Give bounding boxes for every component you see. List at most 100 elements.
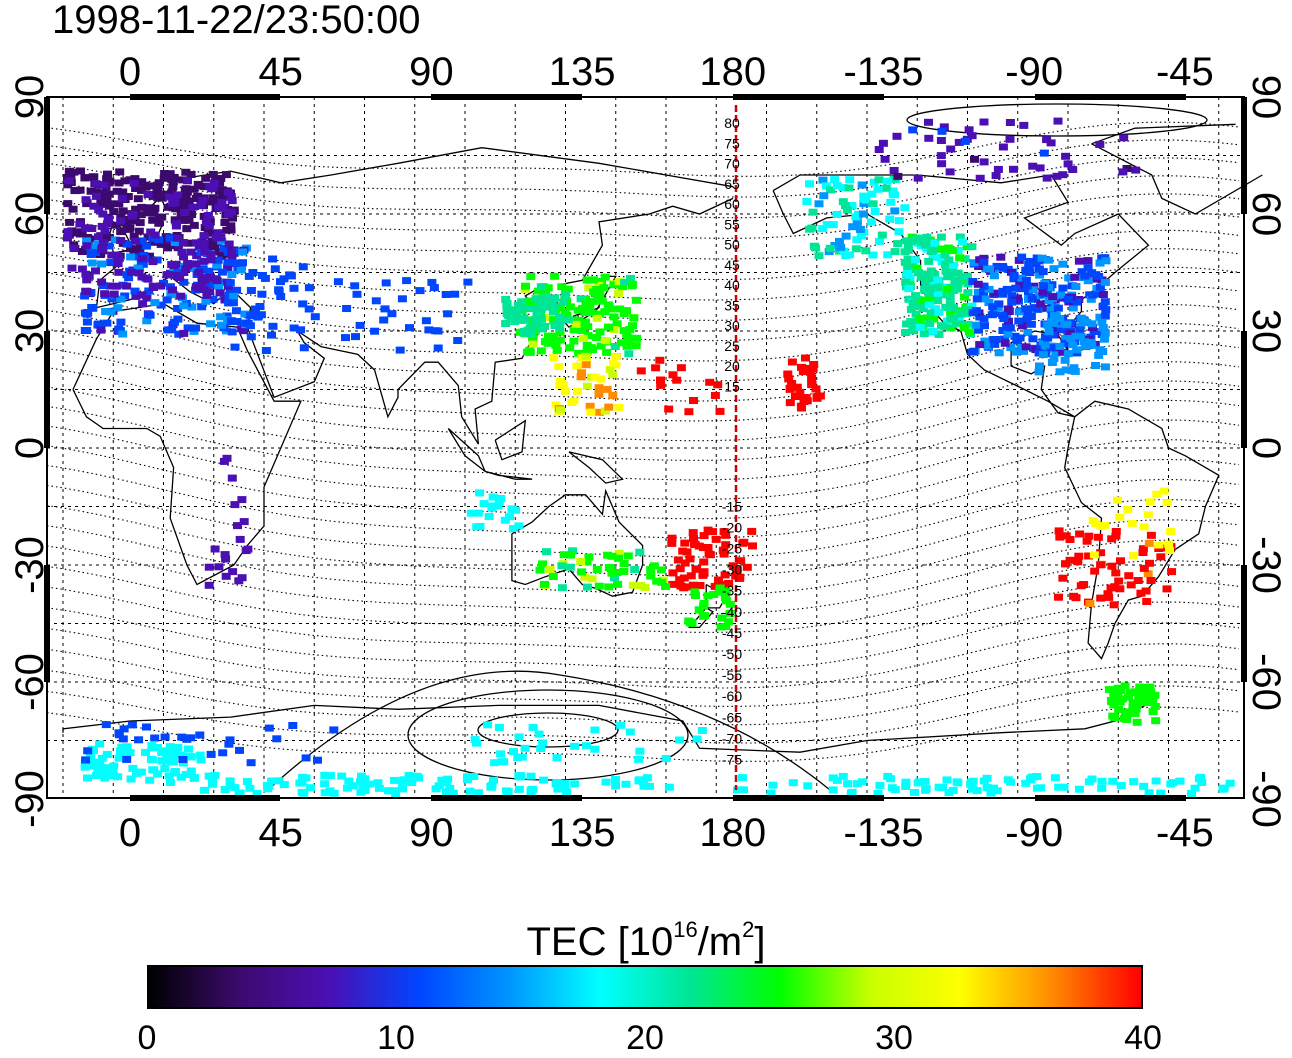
tec-pixel: [936, 233, 946, 241]
tec-pixel: [922, 314, 932, 322]
tec-pixel: [703, 544, 713, 551]
tec-pixel: [179, 216, 189, 224]
frame-bar: [44, 97, 50, 214]
tec-pixel: [469, 773, 479, 780]
tec-pixel: [107, 251, 117, 259]
tec-pixel: [985, 265, 995, 273]
tec-pixel: [685, 555, 695, 563]
lon-tick-top: -45: [1156, 50, 1214, 94]
tec-pixel: [1096, 549, 1106, 557]
tec-pixel: [844, 184, 854, 192]
lat-tick-right: -30: [1244, 536, 1288, 594]
tec-pixel: [705, 551, 715, 559]
dateline-label: 20: [724, 358, 740, 374]
tec-pixel: [913, 779, 923, 787]
tec-pixel: [538, 298, 548, 306]
coastline: [1064, 400, 1220, 660]
tec-pixel: [880, 155, 890, 163]
tec-pixel: [639, 782, 649, 790]
tec-pixel: [188, 203, 198, 211]
tec-pixel: [903, 269, 913, 277]
tec-pixel: [661, 755, 671, 763]
tec-pixel: [116, 318, 126, 326]
tec-pixel: [656, 381, 666, 389]
mag-contour: [46, 304, 1240, 382]
tec-pixel: [1022, 282, 1032, 290]
tec-pixel: [224, 299, 234, 307]
tec-pixel: [569, 326, 579, 334]
tec-pixel: [874, 146, 884, 153]
dateline-label: 65: [724, 176, 740, 192]
tec-pixel: [1038, 288, 1048, 296]
tec-pixel: [912, 264, 922, 272]
colorbar-title: TEC [1016/m2]: [526, 917, 766, 964]
lon-tick-top: 135: [549, 50, 616, 94]
tec-pixel: [1159, 487, 1169, 495]
tec-pixel: [224, 294, 234, 302]
tec-pixel: [980, 337, 990, 345]
tec-pixel: [448, 789, 458, 797]
tec-pixel: [238, 259, 247, 267]
tec-pixel: [160, 764, 170, 772]
tec-pixel: [1087, 269, 1097, 277]
tec-pixel: [206, 320, 216, 328]
tec-pixel: [1119, 715, 1129, 723]
tec-pixel: [680, 559, 690, 567]
tec-pixel: [76, 167, 85, 175]
tec-pixel: [568, 547, 577, 555]
tec-pixel: [1114, 706, 1124, 713]
tec-pixel: [1127, 520, 1137, 527]
tec-pixel: [1004, 308, 1014, 315]
tec-pixel: [795, 388, 805, 396]
pole-oval: [477, 712, 619, 748]
tec-pixel: [463, 278, 473, 286]
tec-pixel: [513, 306, 523, 314]
tec-pixel: [520, 744, 530, 752]
tec-pixel: [1119, 134, 1129, 142]
tec-pixel: [224, 240, 234, 248]
tec-pixel: [925, 320, 935, 328]
tec-pixel: [1082, 537, 1092, 545]
tec-pixel: [365, 780, 375, 788]
tec-pixel: [1044, 328, 1054, 336]
tec-pixel: [594, 408, 604, 416]
tec-pixel: [216, 174, 226, 182]
tec-pixel: [1052, 172, 1062, 180]
tec-pixel: [517, 298, 527, 306]
tec-pixel: [861, 247, 871, 255]
tec-pixel: [201, 218, 211, 226]
tec-pixel: [313, 756, 322, 764]
tec-pixel: [399, 776, 409, 784]
tec-pixel: [609, 313, 619, 321]
mag-contour: [46, 439, 1240, 520]
tec-pixel: [942, 776, 952, 784]
tec-pixel: [604, 583, 614, 591]
tec-pixel: [189, 185, 199, 193]
tec-pixel: [267, 777, 277, 785]
tec-pixel: [1044, 256, 1054, 264]
tec-pixel: [234, 577, 244, 585]
tec-pixel: [627, 280, 637, 288]
tec-pixel: [604, 564, 614, 571]
tec-pixel: [1036, 300, 1046, 308]
tec-pixel: [228, 299, 238, 307]
tec-pixel: [894, 228, 904, 236]
tec-pixel: [1042, 321, 1052, 329]
tec-pixel: [911, 310, 921, 318]
tec-pixel: [634, 777, 644, 785]
tec-pixel: [132, 246, 141, 254]
coastline: [484, 470, 533, 480]
tec-pixel: [352, 290, 362, 298]
tec-pixel: [173, 191, 183, 199]
tec-pixel: [1035, 164, 1045, 172]
tec-pixel: [204, 563, 214, 571]
tec-pixel: [162, 754, 172, 762]
tec-pixel: [893, 172, 903, 180]
tec-pixel: [1136, 589, 1146, 597]
tec-pixel: [867, 190, 877, 198]
tec-pixel: [738, 539, 748, 547]
tec-pixel: [888, 190, 898, 198]
tec-pixel: [127, 212, 137, 220]
tec-pixel: [1111, 528, 1121, 535]
tec-pixel: [929, 315, 939, 323]
